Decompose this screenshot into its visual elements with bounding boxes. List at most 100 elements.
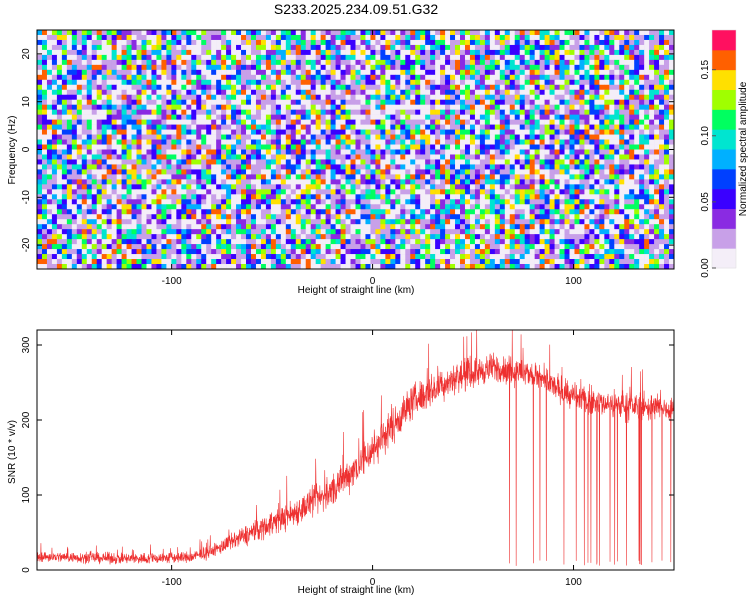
heatmap-cell	[71, 164, 78, 170]
heatmap-cell	[644, 134, 650, 140]
heatmap-cell	[425, 174, 431, 180]
heatmap-cell	[514, 94, 521, 101]
heatmap-cell	[360, 129, 366, 135]
heatmap-cell	[226, 134, 232, 140]
heatmap-cell	[435, 179, 441, 185]
heatmap-cell	[161, 209, 167, 215]
heatmap-cell	[186, 194, 192, 200]
heatmap-cell	[116, 164, 122, 170]
heatmap-cell	[61, 49, 68, 56]
heatmap-cell	[629, 159, 635, 165]
heatmap-cell	[450, 104, 456, 110]
heatmap-cell	[176, 139, 182, 145]
heatmap-cell	[66, 204, 73, 210]
heatmap-cell	[171, 174, 177, 180]
heatmap-cell	[579, 64, 585, 71]
heatmap-cell	[484, 74, 491, 81]
heatmap-cell	[41, 199, 48, 205]
heatmap-cell	[171, 159, 177, 165]
heatmap-cell	[639, 154, 645, 160]
heatmap-cell	[365, 189, 371, 195]
heatmap-cell	[250, 79, 257, 86]
heatmap-cell	[479, 109, 486, 115]
heatmap-cell	[380, 179, 386, 185]
heatmap-cell	[405, 84, 411, 91]
heatmap-cell	[250, 119, 257, 125]
heatmap-cell	[270, 79, 277, 86]
heatmap-cell	[599, 109, 605, 115]
heatmap-cell	[320, 179, 326, 185]
heatmap-cell	[196, 204, 202, 210]
heatmap-cell	[604, 89, 610, 96]
heatmap-cell	[375, 39, 381, 46]
heatmap-cell	[206, 89, 212, 96]
heatmap-cell	[400, 74, 406, 81]
heatmap-cell	[111, 69, 117, 76]
heatmap-cell	[584, 169, 590, 175]
heatmap-cell	[519, 134, 526, 140]
heatmap-cell	[400, 154, 406, 160]
heatmap-cell	[639, 39, 645, 46]
heatmap-cell	[654, 159, 660, 165]
heatmap-cell	[211, 129, 217, 135]
heatmap-cell	[659, 34, 665, 41]
heatmap-cell	[534, 139, 540, 145]
heatmap-cell	[355, 44, 361, 51]
heatmap-cell	[584, 64, 590, 71]
heatmap-cell	[370, 154, 376, 160]
heatmap-cell	[131, 84, 137, 91]
heatmap-cell	[201, 34, 207, 41]
heatmap-cell	[469, 139, 476, 145]
heatmap-cell	[504, 194, 511, 200]
heatmap-cell	[599, 64, 605, 71]
heatmap-cell	[295, 154, 302, 160]
heatmap-cell	[460, 104, 466, 110]
heatmap-cell	[176, 69, 182, 76]
heatmap-cell	[619, 30, 625, 36]
heatmap-cell	[121, 99, 127, 105]
heatmap-cell	[171, 169, 177, 175]
heatmap-cell	[390, 129, 396, 135]
heatmap-cell	[544, 194, 550, 200]
heatmap-cell	[509, 184, 516, 190]
heatmap-cell	[669, 30, 675, 36]
heatmap-cell	[181, 59, 187, 66]
heatmap-cell	[445, 219, 451, 225]
heatmap-cell	[549, 219, 555, 225]
heatmap-cell	[216, 159, 222, 165]
heatmap-cell	[410, 194, 416, 200]
heatmap-cell	[629, 214, 635, 220]
heatmap-cell	[196, 144, 202, 150]
heatmap-cell	[216, 49, 222, 56]
heatmap-cell	[460, 54, 466, 61]
heatmap-cell	[664, 49, 670, 56]
heatmap-cell	[584, 184, 590, 190]
heatmap-cell	[380, 39, 386, 46]
heatmap-cell	[360, 94, 366, 101]
heatmap-cell	[146, 189, 152, 195]
heatmap-cell	[141, 59, 147, 66]
heatmap-cell	[499, 159, 506, 165]
heatmap-cell	[146, 44, 152, 51]
heatmap-cell	[310, 144, 316, 150]
heatmap-cell	[196, 219, 202, 225]
heatmap-cell	[71, 159, 78, 165]
heatmap-cell	[96, 34, 102, 41]
heatmap-cell	[614, 154, 620, 160]
heatmap-cell	[121, 44, 127, 51]
heatmap-cell	[484, 79, 491, 86]
heatmap-cell	[589, 89, 595, 96]
heatmap-cell	[629, 129, 635, 135]
heatmap-cell	[275, 54, 282, 61]
heatmap-cell	[96, 74, 102, 81]
heatmap-cell	[375, 44, 381, 51]
heatmap-cell	[335, 139, 341, 145]
heatmap-cell	[191, 114, 197, 120]
heatmap-cell	[236, 94, 242, 101]
heatmap-cell	[425, 49, 431, 56]
heatmap-cell	[315, 59, 321, 66]
heatmap-cell	[196, 64, 202, 71]
heatmap-cell	[360, 179, 366, 185]
heatmap-cell	[216, 39, 222, 46]
heatmap-cell	[300, 214, 307, 220]
